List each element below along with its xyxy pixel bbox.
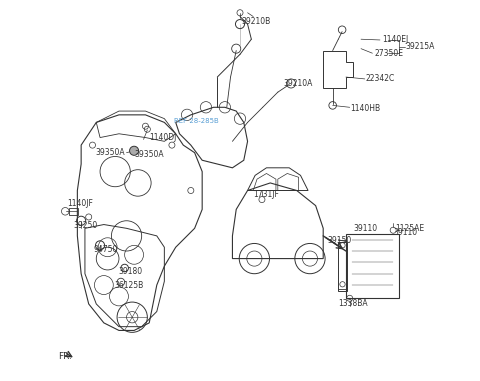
Text: 39210B: 39210B xyxy=(242,16,271,26)
Text: 1125AE: 1125AE xyxy=(395,224,424,233)
Bar xyxy=(338,242,347,291)
Text: 39350A: 39350A xyxy=(135,150,165,159)
Text: FR.: FR. xyxy=(58,352,72,362)
Text: 39350A: 39350A xyxy=(95,148,125,157)
Text: 39210A: 39210A xyxy=(284,79,313,88)
Text: 39150: 39150 xyxy=(327,236,351,245)
Text: 1140DJ: 1140DJ xyxy=(149,133,177,142)
Bar xyxy=(69,208,79,215)
Bar xyxy=(346,234,399,298)
Text: 39180: 39180 xyxy=(118,267,143,276)
Text: 1140EJ: 1140EJ xyxy=(382,35,408,45)
Text: REF 28-285B: REF 28-285B xyxy=(174,117,218,123)
Text: 1731JF: 1731JF xyxy=(253,190,279,199)
Text: 39110: 39110 xyxy=(353,224,378,233)
Circle shape xyxy=(130,146,139,155)
Text: 39250: 39250 xyxy=(73,221,98,230)
Text: 1140HB: 1140HB xyxy=(350,104,381,112)
Text: 27350E: 27350E xyxy=(374,49,403,58)
Text: 39215A: 39215A xyxy=(405,42,435,51)
Text: 1338BA: 1338BA xyxy=(338,299,368,309)
Text: 1140JF: 1140JF xyxy=(67,199,93,208)
Text: 94750: 94750 xyxy=(93,245,118,254)
Text: 36125B: 36125B xyxy=(114,281,144,290)
Text: 22342C: 22342C xyxy=(366,74,395,83)
Text: 39110: 39110 xyxy=(393,227,417,237)
